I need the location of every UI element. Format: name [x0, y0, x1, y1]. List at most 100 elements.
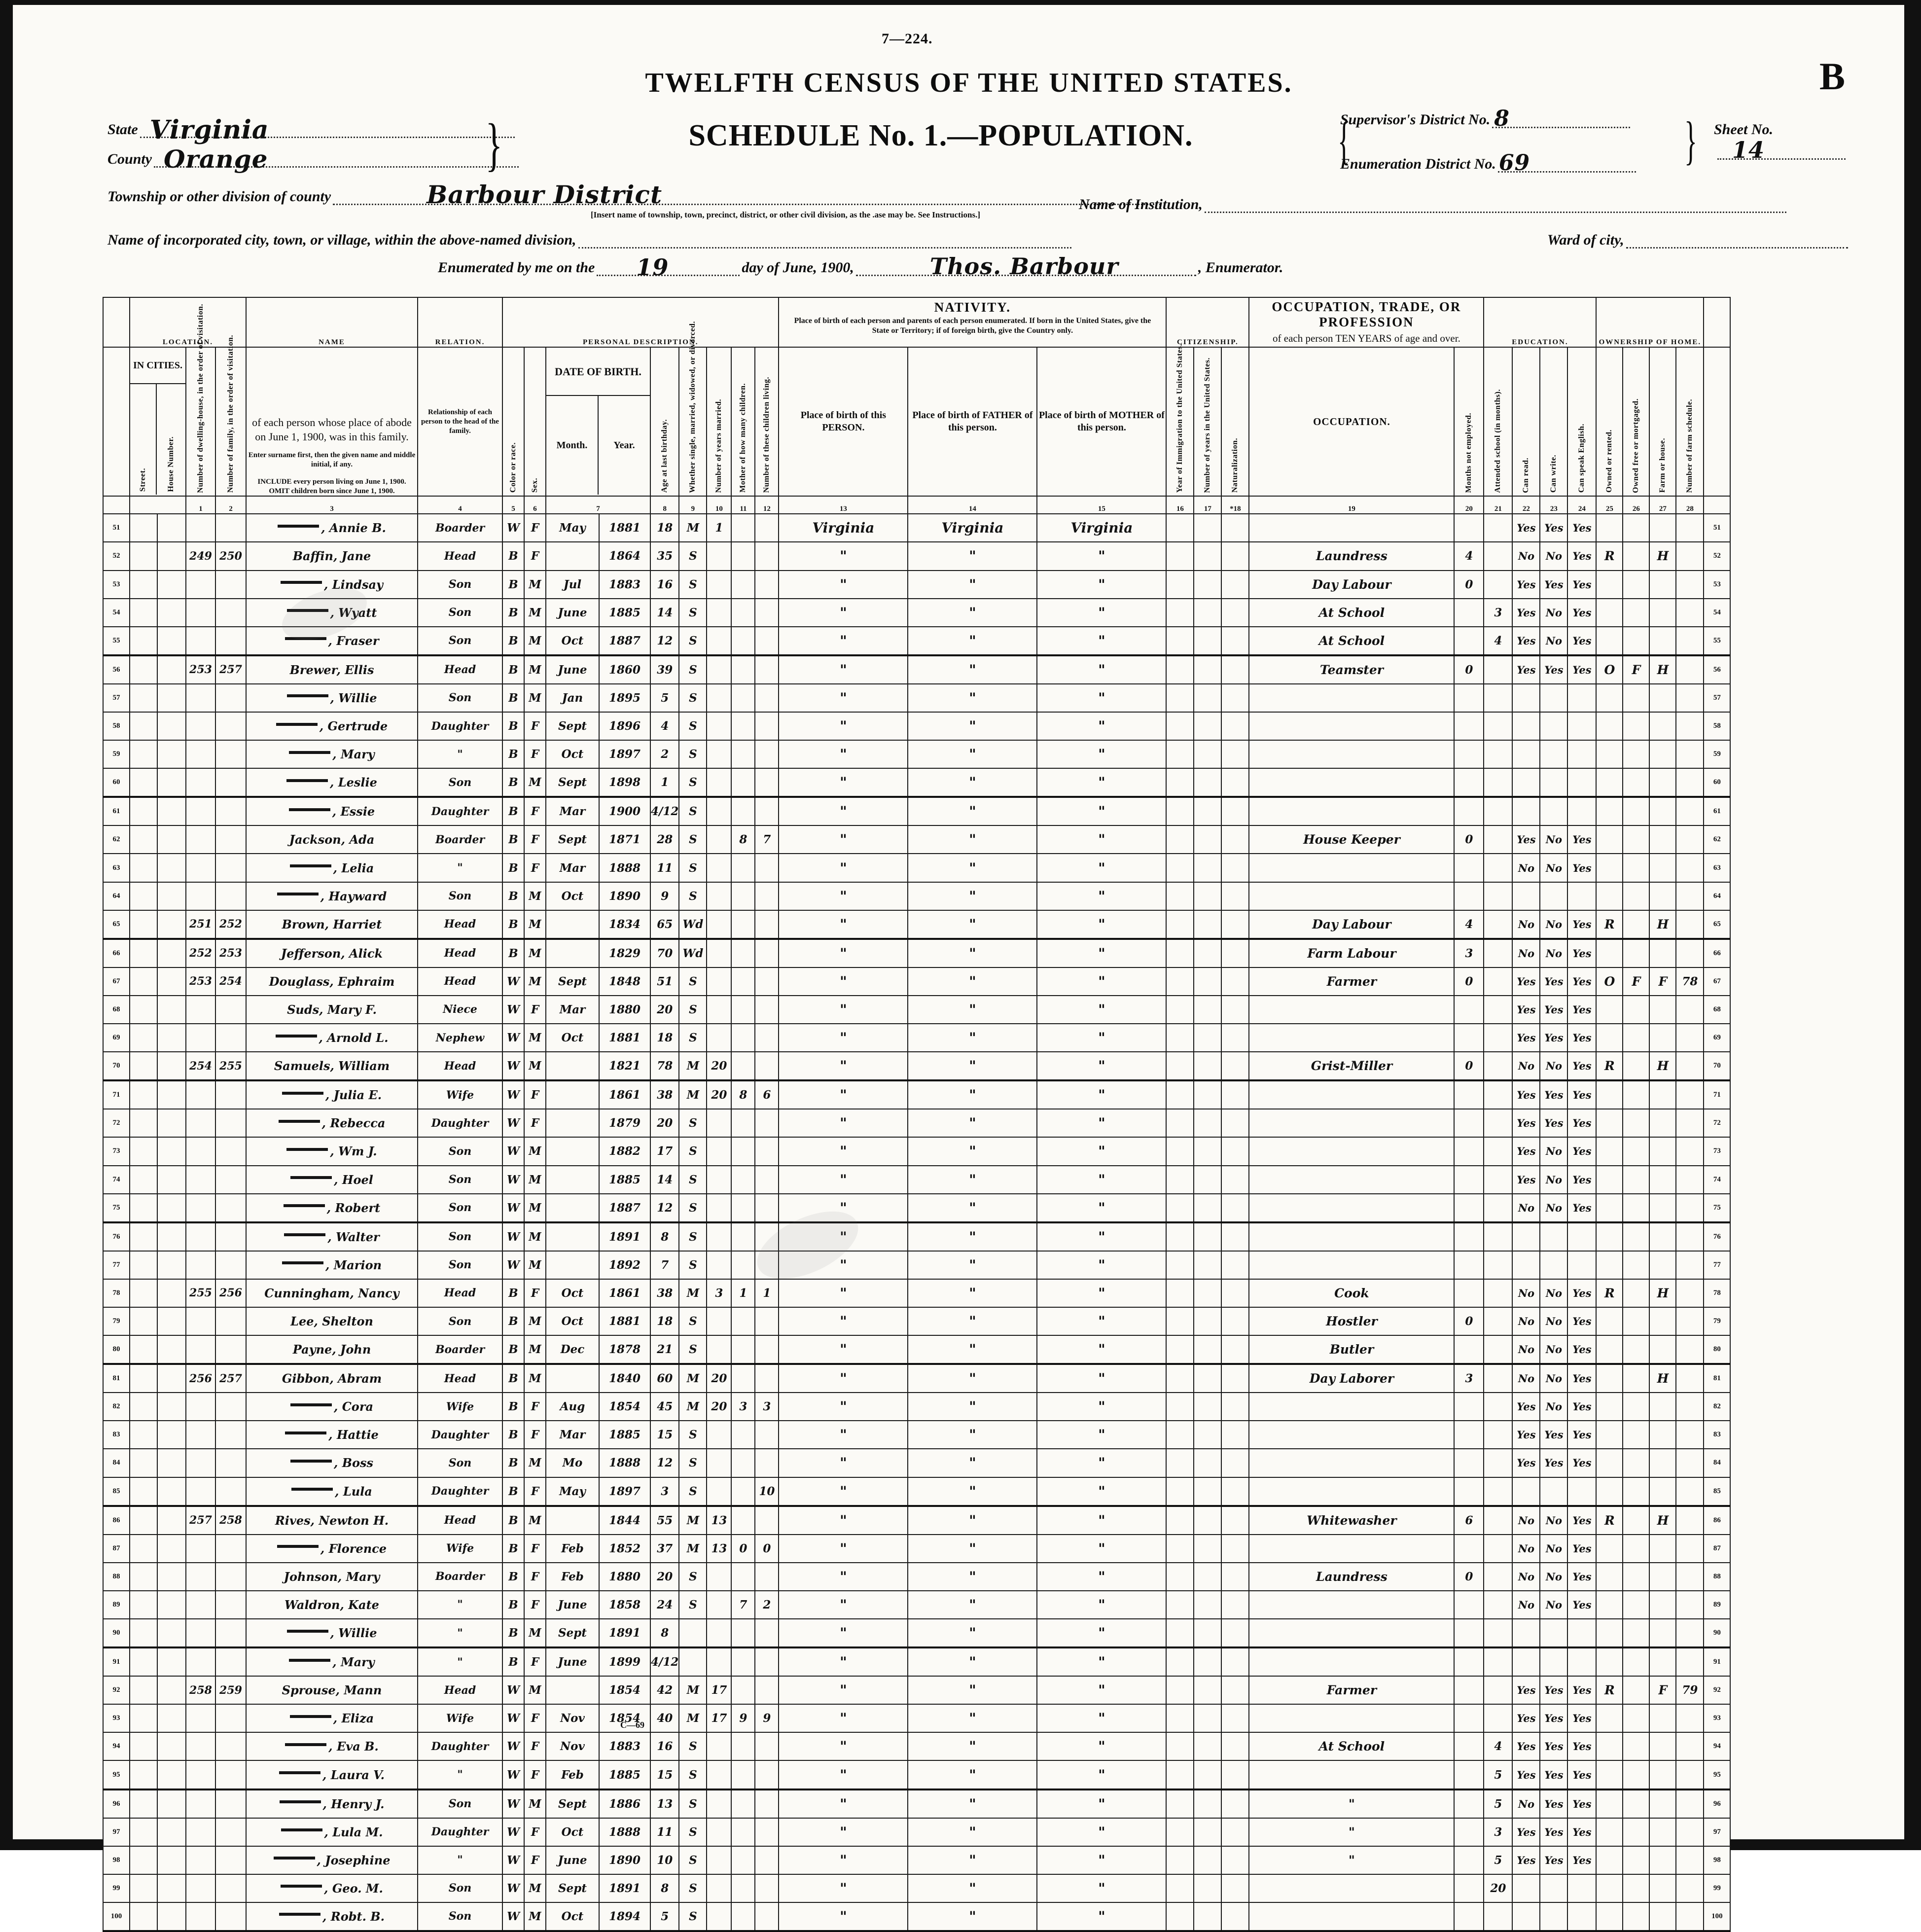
cell-occupation	[1248, 1392, 1455, 1422]
table-row[interactable]: 80 Payne, John Boarder B M Dec 1878 21 S " " " Butle…	[103, 1335, 1731, 1365]
table-row[interactable]: 63, Lelia " B F Mar 1888 11 S " " " No No Yes 63	[103, 853, 1731, 883]
table-row[interactable]: 62 Jackson, Ada Boarder B F Sept 1871 28 S 8 7 " " " H…	[103, 825, 1731, 855]
cell-mother-children	[731, 768, 756, 798]
cell-mother-children	[731, 881, 756, 911]
cell-dwelling-number	[185, 768, 216, 798]
cell-farm-schedule-number	[1675, 1051, 1705, 1082]
table-row[interactable]: 98, Josephine " W F June 1890 10 S " " " " 5 Yes Yes Ye…	[103, 1845, 1731, 1875]
table-row[interactable]: 68 Suds, Mary F. Niece W F Mar 1880 20 S " " " Yes Ye…	[103, 995, 1731, 1025]
cell-occupation: At School	[1248, 626, 1455, 656]
table-row[interactable]: 84, Boss Son B M Mo 1888 12 S " " " Yes Yes Yes 84	[103, 1448, 1731, 1478]
table-row[interactable]: 66 252 253 Jefferson, Alick Head B M 1829 70 Wd " "…	[103, 938, 1731, 968]
cell-birthplace-father: "	[907, 825, 1038, 855]
table-row[interactable]: 54, Wyatt Son B M June 1885 14 S " " " At School 3 Ye…	[103, 598, 1731, 627]
cell-dwelling-number	[185, 683, 216, 713]
table-row[interactable]: 76, Walter Son W M 1891 8 S " " " 76	[103, 1221, 1731, 1252]
row-number-right: 78	[1703, 1278, 1731, 1308]
cell-color-race: B	[502, 825, 525, 855]
table-row[interactable]: 77, Marion Son W M 1892 7 S " " " 77	[103, 1250, 1731, 1280]
cell-street	[129, 853, 158, 883]
table-row[interactable]: 56 253 257 Brewer, Ellis Head B M June 1860 39 S " "…	[103, 654, 1731, 684]
table-row[interactable]: 73, Wm J. Son W M 1882 17 S " " " Yes No Yes 73	[103, 1137, 1731, 1166]
cell-years-in-us	[1193, 1817, 1222, 1847]
cell-street	[129, 1306, 158, 1336]
table-row[interactable]: 87, Florence Wife B F Feb 1852 37 M 13 0 0 " " " No No Y…	[103, 1534, 1731, 1563]
cell-birthplace-mother: "	[1036, 1676, 1167, 1705]
header-children-living-cell: Number of these children living.	[754, 347, 780, 497]
city-field: Name of incorporated city, town, or vill…	[107, 232, 1071, 249]
cell-mother-children	[731, 1250, 756, 1280]
colnum-14: 14	[907, 496, 1038, 515]
table-row[interactable]: 90, Willie " B M Sept 1891 8 " " " 90	[103, 1618, 1731, 1649]
row-number-left: 69	[103, 1023, 130, 1053]
cell-farm-or-house	[1649, 1193, 1677, 1223]
table-row[interactable]: 59, Mary " B F Oct 1897 2 S " " " 59	[103, 740, 1731, 769]
cell-birthplace-person: "	[778, 1278, 909, 1308]
table-row[interactable]: 93, Eliza Wife W F Nov 1854 40 M 17 9 9 " " " Yes Yes Ye…	[103, 1704, 1731, 1733]
table-row[interactable]: 91, Mary " B F June 1899 4/12 " " " 91	[103, 1647, 1731, 1677]
table-row[interactable]: 79 Lee, Shelton Son B M Oct 1881 18 S " " " Hostler 0…	[103, 1306, 1731, 1336]
table-row[interactable]: 72, Rebecca Daughter W F 1879 20 S " " " Yes Yes Yes…	[103, 1109, 1731, 1138]
table-row[interactable]: 86 257 258 Rives, Newton H. Head B M 1844 55 M 13 "…	[103, 1505, 1731, 1535]
table-row[interactable]: 99, Geo. M. Son W M Sept 1891 8 S " " " 20 99	[103, 1873, 1731, 1903]
table-row[interactable]: 82, Cora Wife B F Aug 1854 45 M 20 3 3 " " " Yes No Yes 8…	[103, 1392, 1731, 1422]
table-row[interactable]: 57, Willie Son B M Jan 1895 5 S " " " 57	[103, 683, 1731, 713]
row-number-right: 69	[1703, 1023, 1731, 1053]
header-street: Street.	[139, 468, 147, 492]
cell-color-race: W	[502, 1193, 525, 1223]
table-row[interactable]: 64, Hayward Son B M Oct 1890 9 S " " " 64	[103, 881, 1731, 911]
row-number-right: 66	[1703, 938, 1731, 968]
cell-mother-children: 1	[731, 1278, 756, 1308]
table-row[interactable]: 65 251 252 Brown, Harriet Head B M 1834 65 Wd " " " D…	[103, 909, 1731, 940]
table-row[interactable]: 88 Johnson, Mary Boarder B F Feb 1880 20 S " " " Lau…	[103, 1562, 1731, 1591]
table-row[interactable]: 70 254 255 Samuels, William Head W M 1821 78 M 20 "…	[103, 1051, 1731, 1082]
table-row[interactable]: 55, Fraser Son B M Oct 1887 12 S " " " At School 4 Ye…	[103, 626, 1731, 656]
table-row[interactable]: 74, Hoel Son W M 1885 14 S " " " Yes No Yes 74	[103, 1165, 1731, 1194]
table-row[interactable]: 58, Gertrude Daughter B F Sept 1896 4 S " " " 58	[103, 711, 1731, 741]
table-row[interactable]: 51, Annie B. Boarder W F May 1881 18 M 1 Virginia…	[103, 513, 1731, 543]
table-row[interactable]: 83, Hattie Daughter B F Mar 1885 15 S " " " Yes Yes Y…	[103, 1420, 1731, 1450]
cell-attended-school: 5	[1483, 1789, 1513, 1819]
cell-sex: M	[524, 909, 546, 940]
table-row[interactable]: 52 249 250 Baffin, Jane Head B F 1864 35 S " " " Laun…	[103, 541, 1731, 571]
cell-age: 5	[649, 683, 680, 713]
cell-children-living	[754, 654, 780, 684]
cell-given-name: Fraser	[336, 633, 379, 648]
table-row[interactable]: 67 253 254 Douglass, Ephraim Head W M Sept 1848 5…	[103, 966, 1731, 996]
cell-birthplace-mother: "	[1036, 1363, 1167, 1394]
cell-marital-status: S	[678, 796, 708, 826]
table-row[interactable]: 100, Robt. B. Son W M Oct 1894 5 S " " " 100	[103, 1901, 1731, 1932]
table-row[interactable]: 78 255 256 Cunningham, Nancy Head B F Oct 1861 38…	[103, 1278, 1731, 1308]
row-number-right: 57	[1703, 683, 1731, 713]
table-row[interactable]: 92 258 259 Sprouse, Mann Head W M 1854 42 M 17 " " " F…	[103, 1676, 1731, 1705]
cell-color-race: B	[502, 1278, 525, 1308]
table-row[interactable]: 69, Arnold L. Nephew W M Oct 1881 18 S " " " Yes Yes…	[103, 1023, 1731, 1053]
cell-birthplace-father: "	[907, 1562, 1038, 1591]
table-row[interactable]: 94, Eva B. Daughter W F Nov 1883 16 S " " " At Scho…	[103, 1732, 1731, 1761]
cell-birth-month: Sept	[545, 768, 600, 798]
table-row[interactable]: 71, Julia E. Wife W F 1861 38 M 20 8 6 " " " Yes Yes Ye…	[103, 1080, 1731, 1110]
row-number-right: 80	[1703, 1335, 1731, 1365]
cell-street	[129, 938, 158, 968]
table-row[interactable]: 97, Lula M. Daughter W F Oct 1888 11 S " " " " 3 Yes Y…	[103, 1817, 1731, 1847]
cell-birthplace-father: "	[907, 1760, 1038, 1790]
table-row[interactable]: 60, Leslie Son B M Sept 1898 1 S " " " 60	[103, 768, 1731, 798]
cell-age: 8	[649, 1618, 680, 1649]
table-row[interactable]: 89 Waldron, Kate " B F June 1858 24 S 7 2 " " " No No Ye…	[103, 1590, 1731, 1620]
cell-birth-year: 1894	[599, 1901, 651, 1932]
table-row[interactable]: 61, Essie Daughter B F Mar 1900 4/12 S " " " 61	[103, 796, 1731, 826]
table-row[interactable]: 75, Robert Son W M 1887 12 S " " " No No Yes 75	[103, 1193, 1731, 1223]
table-row[interactable]: 53, Lindsay Son B M Jul 1883 16 S " " " Day Labour 0…	[103, 570, 1731, 599]
cell-given-name: Hayward	[328, 889, 387, 903]
header-name-desc-2: Enter surname first, then the given name…	[248, 451, 416, 469]
table-row[interactable]: 95, Laura V. " W F Feb 1885 15 S " " " 5 Yes Yes Yes 95	[103, 1760, 1731, 1790]
cell-owned-or-rented	[1596, 1590, 1624, 1620]
cell-birthplace-mother: "	[1036, 1051, 1167, 1082]
row-number-left: 64	[103, 881, 130, 911]
table-row[interactable]: 96, Henry J. Son W M Sept 1886 13 S " " " " 5 No Yes Ye…	[103, 1789, 1731, 1819]
cell-farm-or-house	[1649, 1335, 1677, 1365]
table-row[interactable]: 85, Lula Daughter B F May 1897 3 S 10 " " " 85	[103, 1476, 1731, 1507]
cell-house-number	[157, 1901, 186, 1932]
cell-house-number	[157, 1590, 186, 1620]
table-row[interactable]: 81 256 257 Gibbon, Abram Head B M 1840 60 M 20 " " " D…	[103, 1363, 1731, 1394]
